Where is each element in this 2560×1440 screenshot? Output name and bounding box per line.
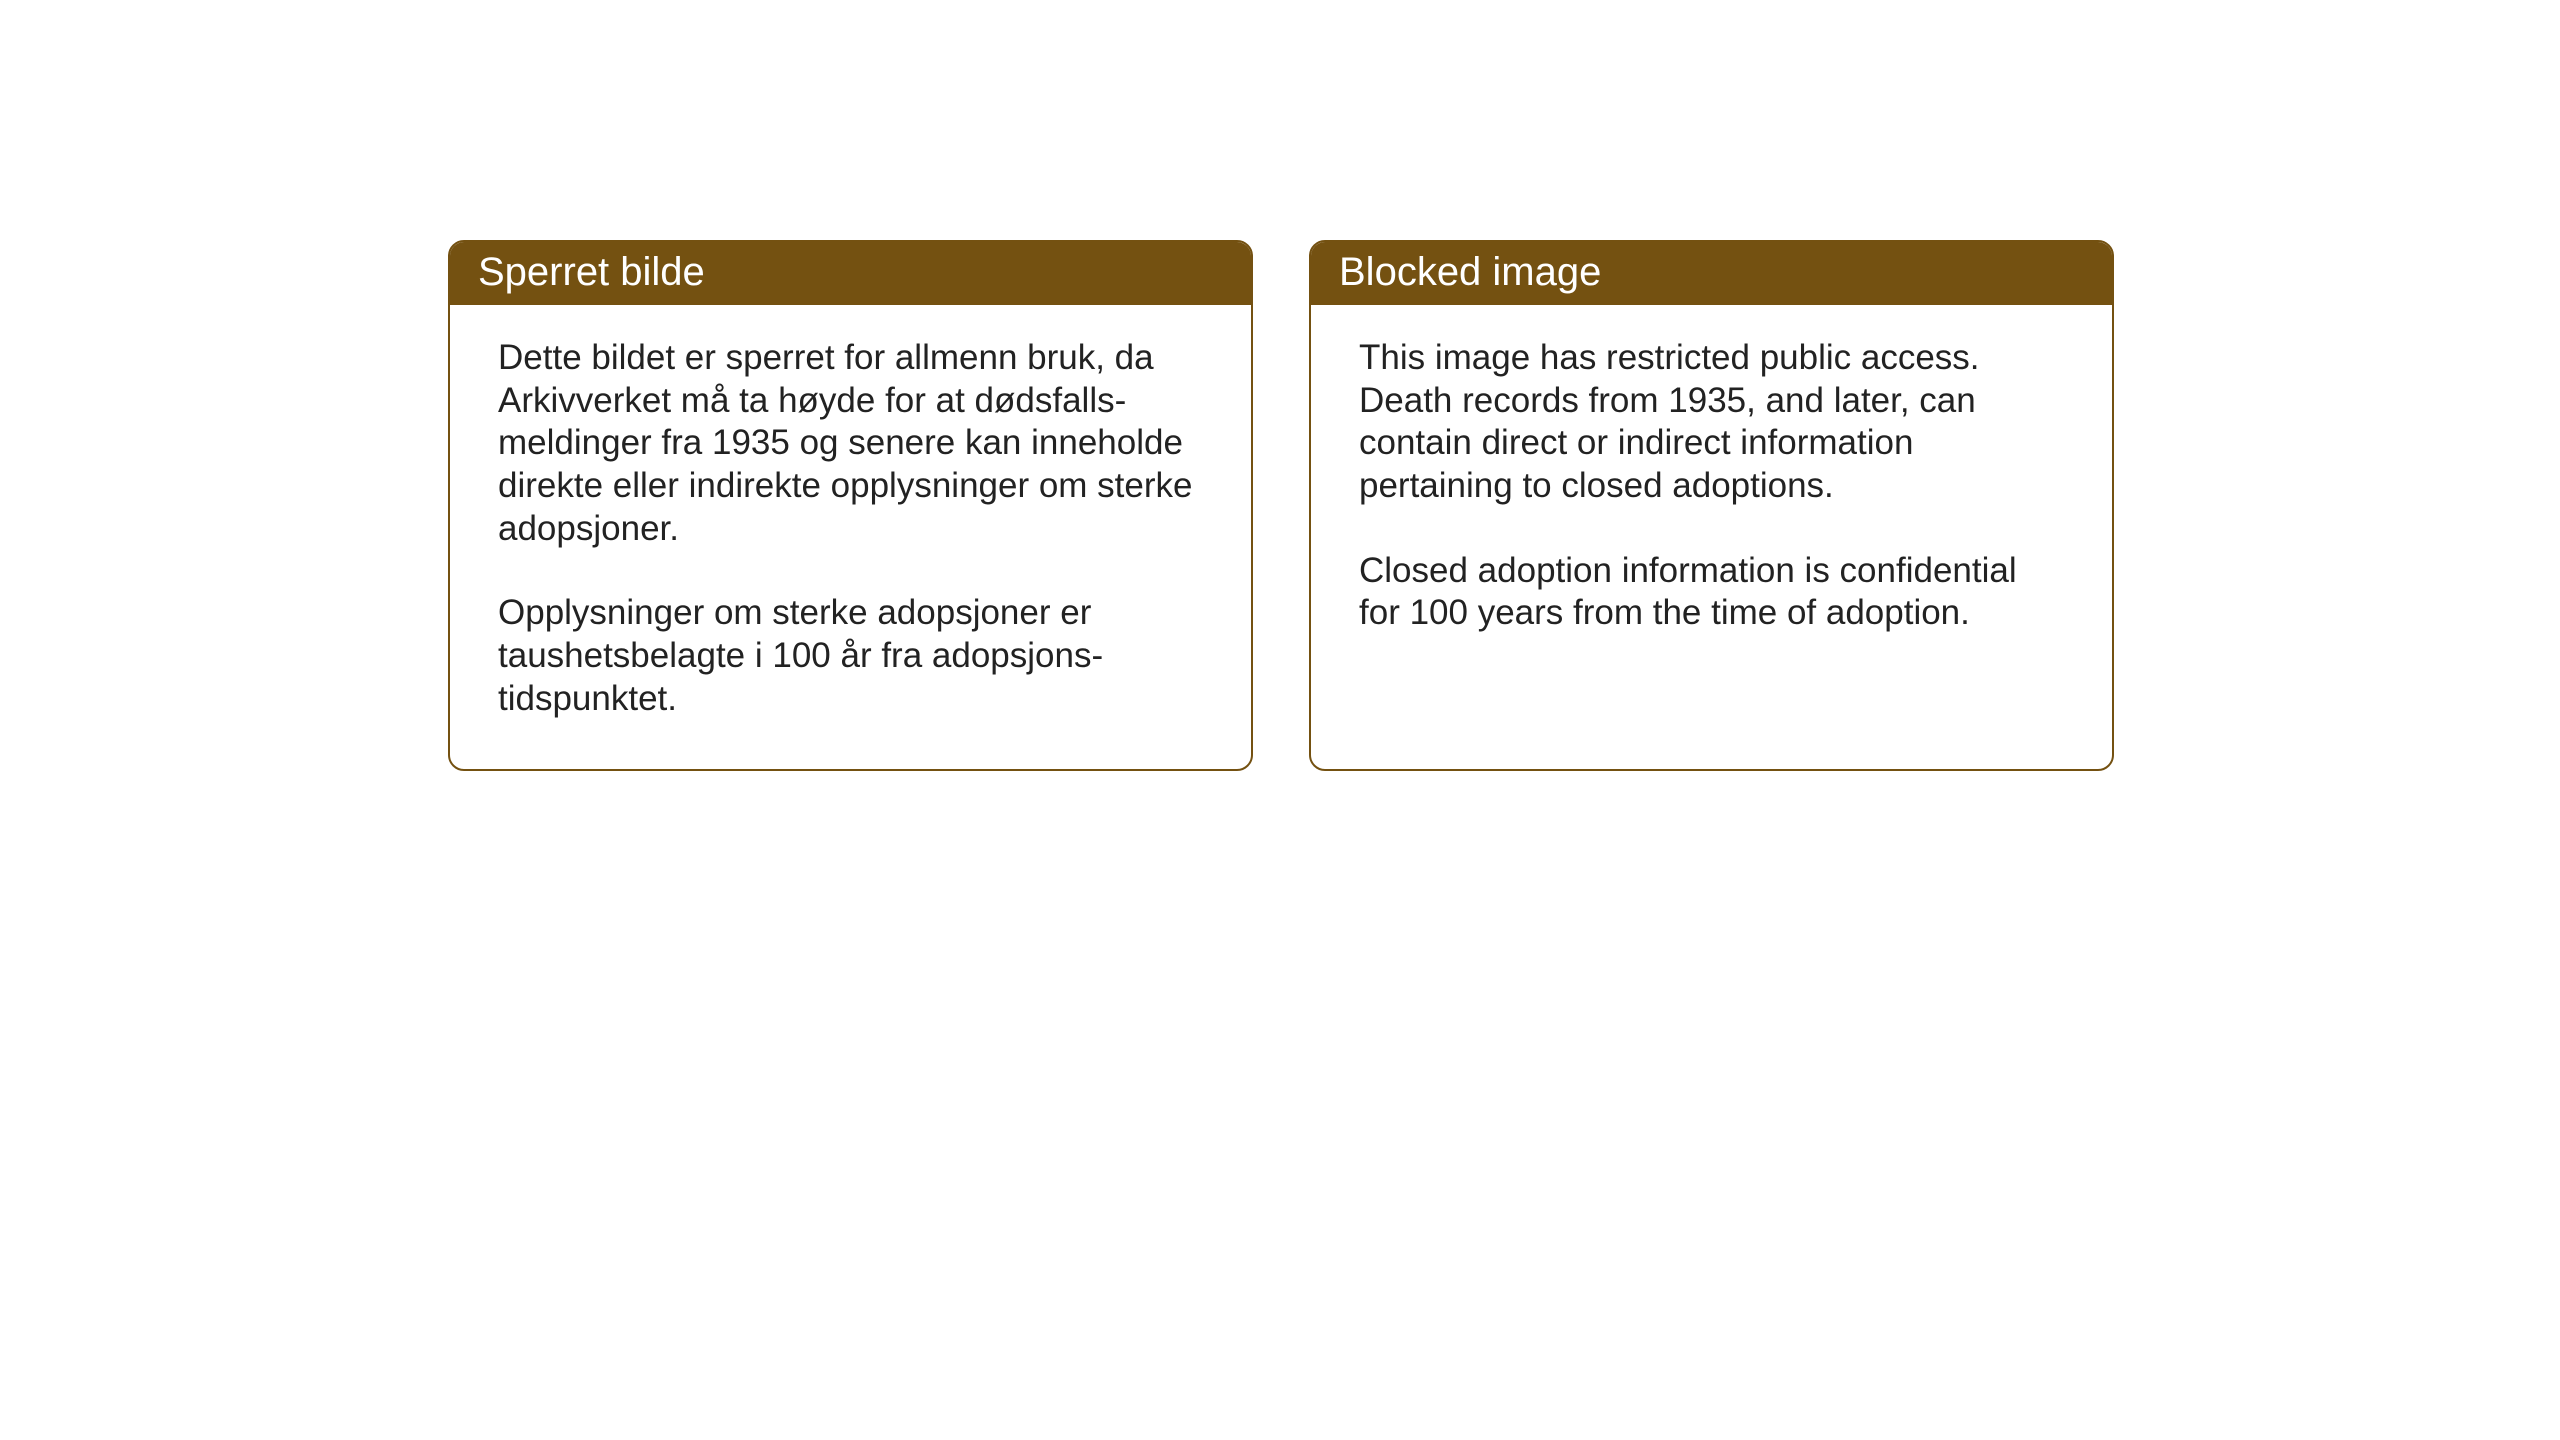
english-paragraph-2: Closed adoption information is confident… (1359, 550, 2064, 635)
norwegian-paragraph-2: Opplysninger om sterke adopsjoner er tau… (498, 592, 1203, 720)
english-info-card: Blocked image This image has restricted … (1309, 240, 2114, 771)
info-cards-container: Sperret bilde Dette bildet er sperret fo… (448, 240, 2114, 771)
norwegian-card-title: Sperret bilde (450, 242, 1251, 305)
english-card-body: This image has restricted public access.… (1311, 305, 2112, 683)
norwegian-card-body: Dette bildet er sperret for allmenn bruk… (450, 305, 1251, 769)
english-paragraph-1: This image has restricted public access.… (1359, 337, 2064, 508)
norwegian-paragraph-1: Dette bildet er sperret for allmenn bruk… (498, 337, 1203, 550)
english-card-title: Blocked image (1311, 242, 2112, 305)
norwegian-info-card: Sperret bilde Dette bildet er sperret fo… (448, 240, 1253, 771)
